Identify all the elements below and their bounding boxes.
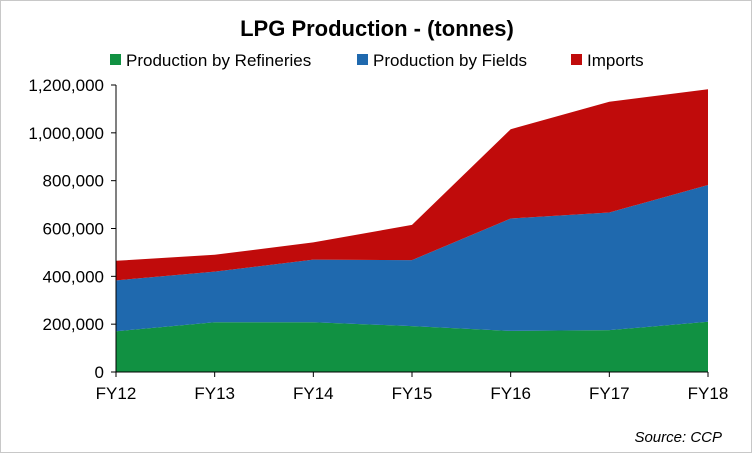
y-tick-label: 600,000: [43, 220, 104, 239]
y-axis-ticks: 0 200,000 400,000 600,000 800,000 1,000,000 1,…: [28, 76, 116, 382]
x-tick-label: FY18: [688, 384, 729, 403]
x-tick-label: FY14: [293, 384, 334, 403]
y-tick-label: 0: [95, 363, 104, 382]
area-series-3: [116, 89, 708, 281]
legend-swatch: [357, 54, 368, 65]
legend-label: Production by Fields: [373, 51, 527, 70]
chart-title: LPG Production - (tonnes): [240, 16, 514, 41]
legend-label: Production by Refineries: [126, 51, 311, 70]
x-tick-label: FY16: [490, 384, 531, 403]
source-note: Source: CCP: [634, 429, 722, 446]
legend: Production by Refineries Production by Fi…: [110, 51, 644, 70]
area-series-1: [116, 321, 708, 372]
x-tick-label: FY17: [589, 384, 630, 403]
y-tick-label: 1,000,000: [28, 124, 104, 143]
x-tick-label: FY13: [194, 384, 235, 403]
y-tick-label: 200,000: [43, 315, 104, 334]
legend-label: Imports: [587, 51, 644, 70]
area-series-2: [116, 185, 708, 332]
y-tick-label: 800,000: [43, 172, 104, 191]
legend-swatch: [571, 54, 582, 65]
y-tick-label: 400,000: [43, 267, 104, 286]
legend-swatch: [110, 54, 121, 65]
plot-areas: [116, 89, 708, 372]
x-tick-label: FY15: [392, 384, 433, 403]
y-tick-label: 1,200,000: [28, 76, 104, 95]
x-tick-label: FY12: [96, 384, 137, 403]
x-axis-ticks: FY12 FY13 FY14 FY15 FY16 FY17 FY18: [96, 372, 729, 403]
